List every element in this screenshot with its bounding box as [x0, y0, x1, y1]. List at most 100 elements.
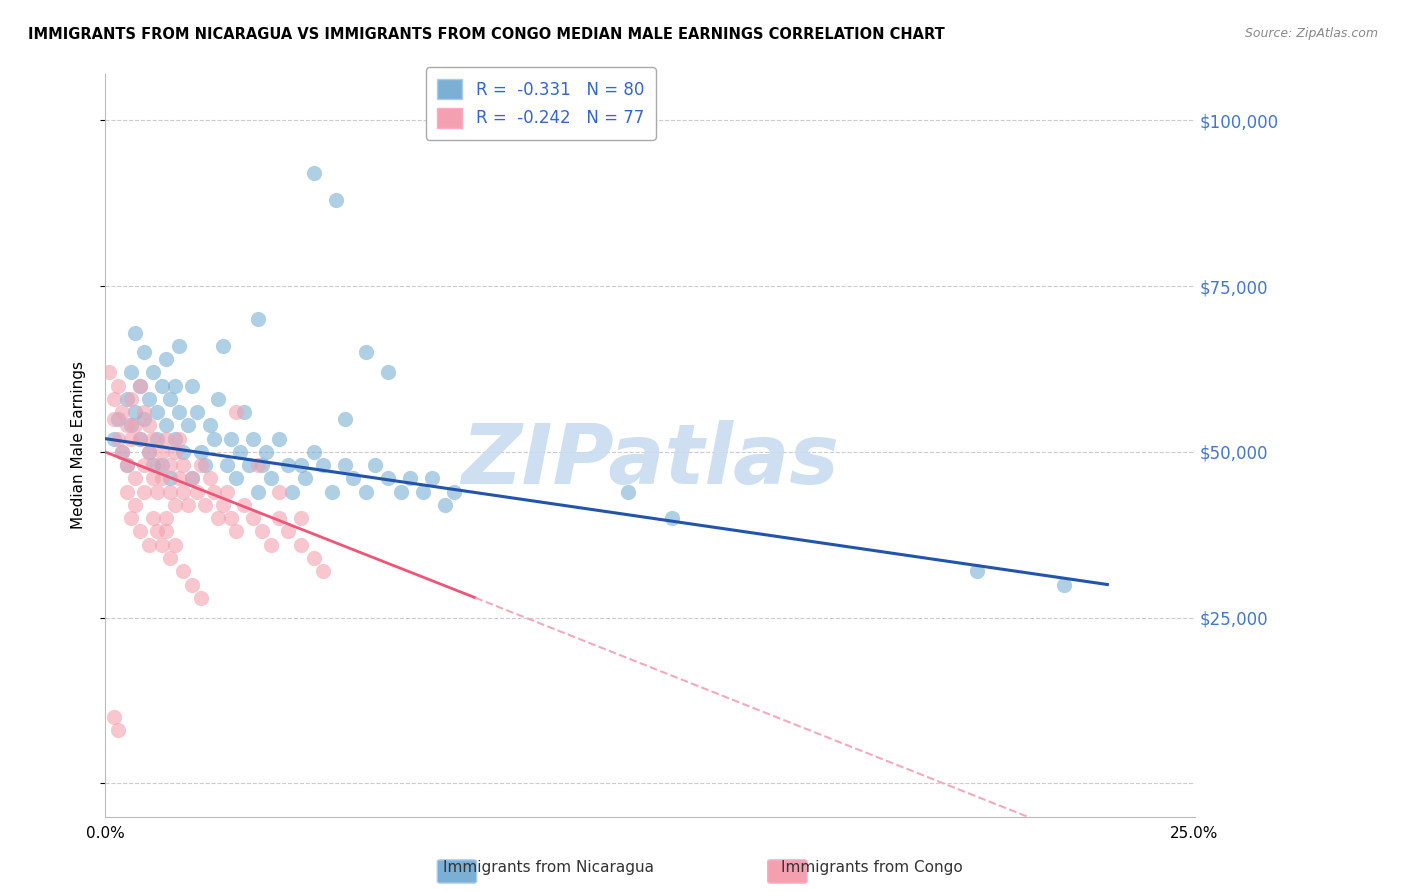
Point [124, 405, 146, 419]
Point [134, 458, 156, 472]
Point [120, 418, 142, 433]
Point [107, 723, 129, 738]
Point [128, 378, 150, 392]
Point [242, 432, 264, 446]
Point [107, 411, 129, 425]
Point [142, 365, 165, 379]
Point [120, 365, 142, 379]
Point [246, 458, 269, 472]
Point [111, 445, 134, 459]
Point [661, 511, 683, 525]
Point [356, 484, 378, 499]
Point [163, 378, 186, 392]
Point [124, 471, 146, 485]
Point [138, 445, 160, 459]
Point [172, 458, 194, 472]
Point [150, 445, 173, 459]
Point [146, 405, 169, 419]
Point [215, 458, 238, 472]
Point [120, 511, 142, 525]
Point [250, 524, 273, 539]
Point [333, 458, 356, 472]
Point [150, 458, 173, 472]
Point [269, 511, 291, 525]
Point [155, 432, 177, 446]
Point [142, 432, 165, 446]
Point [321, 484, 343, 499]
Point [420, 471, 443, 485]
Text: Source: ZipAtlas.com: Source: ZipAtlas.com [1244, 27, 1378, 40]
Point [163, 445, 186, 459]
Point [159, 484, 181, 499]
Point [186, 484, 208, 499]
Point [146, 524, 169, 539]
Point [294, 471, 316, 485]
Point [103, 392, 125, 406]
Point [190, 445, 212, 459]
Point [120, 432, 142, 446]
Point [167, 471, 190, 485]
Point [134, 405, 156, 419]
Point [155, 511, 177, 525]
Point [290, 538, 312, 552]
Point [159, 458, 181, 472]
Point [146, 432, 169, 446]
Point [364, 458, 387, 472]
Point [233, 405, 256, 419]
Point [238, 458, 260, 472]
Point [103, 432, 125, 446]
Text: IMMIGRANTS FROM NICARAGUA VS IMMIGRANTS FROM CONGO MEDIAN MALE EARNINGS CORRELAT: IMMIGRANTS FROM NICARAGUA VS IMMIGRANTS … [28, 27, 945, 42]
Point [138, 538, 160, 552]
Point [389, 484, 412, 499]
Point [211, 498, 233, 512]
Point [103, 411, 125, 425]
Text: Immigrants from Congo: Immigrants from Congo [780, 861, 963, 875]
Point [377, 471, 399, 485]
Point [242, 511, 264, 525]
Point [172, 564, 194, 578]
Point [246, 312, 269, 326]
Point [312, 458, 335, 472]
Point [207, 392, 229, 406]
Point [312, 564, 335, 578]
Point [325, 193, 347, 207]
Point [142, 458, 165, 472]
Point [617, 484, 640, 499]
Point [150, 471, 173, 485]
Point [128, 378, 150, 392]
Point [107, 432, 129, 446]
Point [150, 378, 173, 392]
Y-axis label: Median Male Earnings: Median Male Earnings [72, 361, 86, 529]
Point [134, 411, 156, 425]
Point [128, 432, 150, 446]
Point [202, 432, 225, 446]
Text: ZIPatlas: ZIPatlas [461, 419, 839, 500]
Point [103, 710, 125, 724]
Point [302, 551, 325, 566]
Point [1053, 577, 1076, 591]
Point [399, 471, 422, 485]
Point [269, 484, 291, 499]
Point [198, 471, 221, 485]
Point [302, 445, 325, 459]
Point [155, 418, 177, 433]
Point [290, 511, 312, 525]
Point [172, 484, 194, 499]
Point [302, 166, 325, 180]
Point [98, 365, 121, 379]
Point [202, 484, 225, 499]
Point [155, 352, 177, 367]
Point [207, 511, 229, 525]
Point [181, 378, 204, 392]
Point [259, 471, 281, 485]
Point [194, 498, 217, 512]
Point [221, 432, 243, 446]
Point [281, 484, 304, 499]
Point [221, 511, 243, 525]
Point [333, 411, 356, 425]
Point [159, 471, 181, 485]
Point [225, 524, 247, 539]
Point [115, 418, 138, 433]
Point [159, 551, 181, 566]
Point [190, 591, 212, 605]
